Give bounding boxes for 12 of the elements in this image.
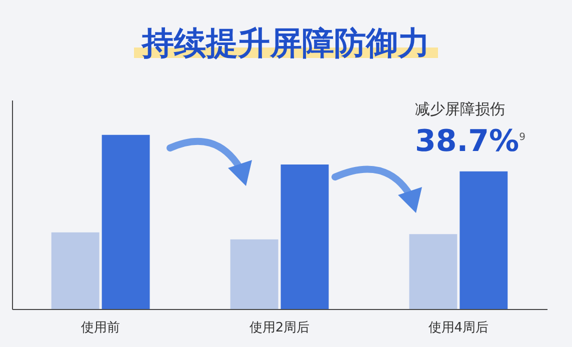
x-tick-label: 使用2周后 <box>249 320 310 336</box>
bar <box>230 239 278 309</box>
annotation: 38.7%$^{9}$ <box>415 124 526 159</box>
chart-title: 持续提升屏障防御力 <box>134 24 438 62</box>
bar <box>460 171 508 309</box>
bar <box>409 234 458 309</box>
bar <box>102 134 150 309</box>
x-tick-label: 使用4周后 <box>428 320 489 336</box>
x-tick-label: 使用前 <box>81 320 120 336</box>
bar <box>51 232 100 309</box>
bar <box>280 164 329 309</box>
text: 减少屏障损伤 <box>415 100 505 119</box>
